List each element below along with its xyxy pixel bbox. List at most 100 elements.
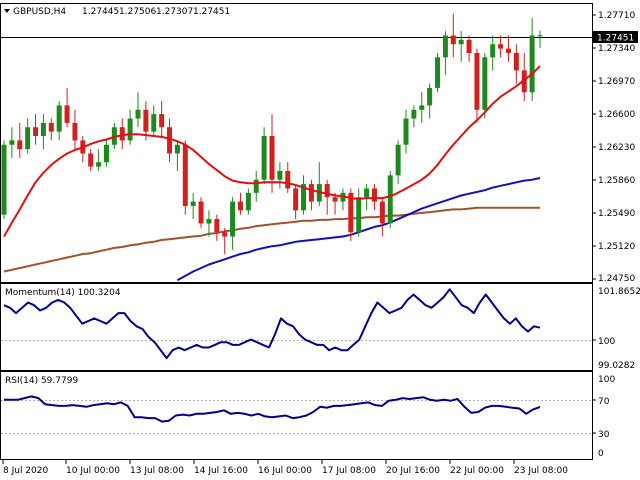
candle-bull: [387, 175, 393, 224]
candle-bear: [48, 122, 54, 132]
candle-bear: [513, 52, 519, 71]
collapse-triangle-icon[interactable]: [4, 9, 10, 13]
candle-bear: [379, 201, 385, 224]
candle-bull: [25, 127, 31, 150]
candle-bull: [403, 118, 409, 145]
ma-slow-layer: [3, 206, 540, 273]
candle-bear: [450, 35, 456, 45]
candle-bear: [505, 48, 511, 53]
candle-bull: [127, 118, 133, 141]
momentum-layer: [3, 288, 541, 360]
candle-bull: [435, 57, 441, 88]
candle-bear: [474, 52, 480, 110]
candle-bull: [356, 197, 362, 233]
candle-bear: [214, 219, 220, 233]
main-y-tick: 1.24750: [598, 274, 635, 284]
main-y-tick: 1.27340: [598, 44, 635, 54]
x-tick-label: 10 Jul 00:00: [66, 466, 120, 476]
rsi-y-tick: 0: [598, 449, 604, 459]
candle-bull: [9, 140, 15, 145]
candle-bull: [245, 192, 251, 211]
candle-bear: [88, 153, 94, 167]
main-y-tick: 1.25490: [598, 209, 635, 219]
candle-bear: [332, 197, 338, 202]
candle-bull: [395, 144, 401, 176]
x-tick-label: 20 Jul 16:00: [386, 466, 440, 476]
candle-bull: [529, 35, 535, 93]
candle-bull: [40, 122, 46, 137]
candle-bull: [427, 87, 433, 106]
candle-bear: [521, 70, 527, 93]
candle-bear: [17, 140, 23, 150]
candle-bear: [308, 184, 314, 202]
candle-bull: [419, 105, 425, 110]
candle-bull: [277, 170, 283, 180]
main-y-tick: 1.25120: [598, 242, 635, 252]
candle-bear: [64, 105, 70, 123]
candle-bull: [56, 105, 62, 132]
candle-bull: [537, 35, 543, 37]
candle-bear: [237, 201, 243, 211]
candle-bear: [182, 144, 188, 206]
x-tick-label: 13 Jul 08:00: [130, 466, 184, 476]
ma-fast-layer: [3, 65, 541, 237]
main-y-tick: 1.25860: [598, 176, 635, 186]
candle-bull: [490, 44, 496, 58]
candle-bull: [96, 162, 102, 167]
rsi-y-tick: 30: [598, 430, 610, 440]
momentum-y-tick: 100: [598, 337, 615, 347]
ohlc-low: 1.27307: [156, 7, 193, 17]
ohlc-close: 1.27451: [193, 7, 230, 17]
candle-bull: [364, 188, 370, 198]
symbol-title: GBPUSD,H4: [13, 7, 66, 17]
x-axis: 8 Jul 2020 10 Jul 00:00 13 Jul 08:00 14 …: [2, 460, 568, 476]
candle-bear: [371, 188, 377, 202]
candle-bear: [285, 170, 291, 189]
main-y-tick: 1.27710: [598, 11, 635, 21]
candle-bull: [411, 109, 417, 119]
candle-bear: [167, 127, 173, 154]
candle-bull: [253, 179, 259, 193]
candle-bull: [103, 144, 109, 163]
candle-bear: [293, 188, 299, 211]
rsi-panel-frame: [0, 371, 593, 460]
main-y-axis: 1.27710 1.27340 1.26970 1.26600 1.26230 …: [592, 11, 635, 284]
ohlc-high: 1.27506: [119, 7, 156, 17]
ma-fast-line: [3, 65, 541, 237]
candle-bear: [72, 122, 78, 141]
momentum-panel-frame: [0, 283, 593, 371]
candle-bull: [190, 201, 196, 206]
main-y-tick: 1.26600: [598, 110, 635, 120]
candle-bear: [119, 127, 125, 141]
price-label-box: [593, 31, 638, 43]
x-tick-label: 22 Jul 00:00: [450, 466, 504, 476]
momentum-title: Momentum(14) 100.3204: [5, 288, 121, 298]
candle-bull: [230, 201, 236, 237]
momentum-line: [3, 288, 541, 360]
candle-bull: [261, 136, 267, 180]
rsi-y-tick: 100: [598, 375, 615, 385]
momentum-y-tick: 101.8652: [598, 287, 640, 297]
candle-bull: [458, 39, 464, 45]
x-tick-label: 16 Jul 00:00: [258, 466, 312, 476]
ohlc-open: 1.27445: [82, 7, 119, 17]
candle-bear: [143, 109, 149, 132]
x-tick-label: 17 Jul 08:00: [322, 466, 376, 476]
rsi-line: [4, 395, 541, 423]
rsi-y-tick: 70: [598, 397, 610, 407]
main-panel-frame: [0, 3, 593, 283]
candle-bear: [466, 39, 472, 53]
rsi-layer: [4, 395, 541, 423]
candle-bear: [324, 184, 330, 198]
candle-bull: [482, 57, 488, 110]
candle-bear: [159, 114, 165, 128]
candle-bull: [206, 219, 212, 224]
price-label: 1.27451: [597, 34, 634, 44]
x-tick-label: 14 Jul 16:00: [194, 466, 248, 476]
candle-bear: [269, 136, 275, 180]
candle-bull: [151, 114, 157, 132]
candle-bull: [1, 144, 7, 215]
momentum-y-tick: 99.0282: [598, 361, 635, 371]
candle-bull: [135, 109, 141, 119]
